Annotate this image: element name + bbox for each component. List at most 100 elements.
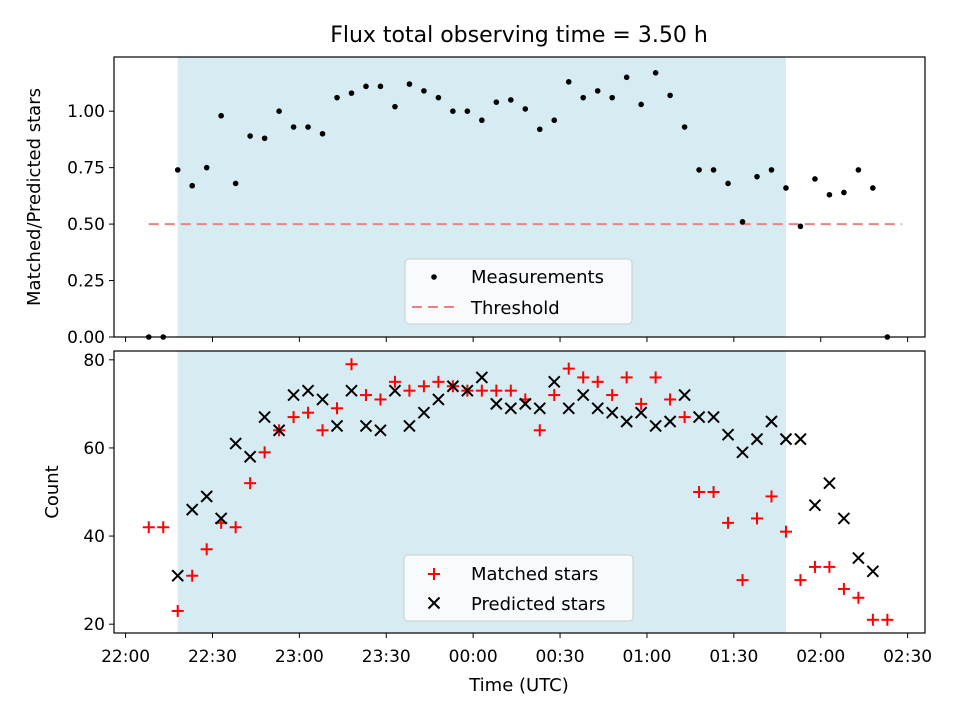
ratio-panel: 0.00 0.25 0.50 0.75 1.00 Matched/Predicted s… xyxy=(24,56,926,348)
y-tick-label: 20 xyxy=(83,615,105,635)
x-tick-label: 01:30 xyxy=(709,647,758,667)
predicted-star-point xyxy=(229,437,242,450)
chart-title: Flux total observing time = 3.50 h xyxy=(330,23,708,48)
y-axis-label-bottom: Count xyxy=(42,465,63,518)
measurement-point xyxy=(812,176,818,182)
predicted-star-point xyxy=(330,419,344,433)
measurement-point xyxy=(290,124,297,130)
matched-star-point xyxy=(664,393,677,406)
predicted-star-point xyxy=(432,393,445,406)
predicted-star-point xyxy=(533,402,546,415)
measurement-point xyxy=(203,164,210,171)
matched-star-point xyxy=(374,393,387,406)
matched-star-point xyxy=(635,397,648,410)
measurement-point xyxy=(522,106,529,112)
matched-star-point xyxy=(504,384,517,397)
legend-marker-predicted xyxy=(427,596,441,610)
predicted-star-point xyxy=(634,406,648,419)
predicted-star-point xyxy=(258,410,271,424)
predicted-star-point xyxy=(171,569,184,582)
predicted-star-point xyxy=(185,503,199,516)
matched-star-point xyxy=(852,591,865,604)
measurement-point xyxy=(710,167,717,173)
predicted-star-point xyxy=(750,432,764,446)
measurement-point xyxy=(783,185,789,191)
legend-x-glyph xyxy=(427,596,441,610)
legend-label-predicted: Predicted stars xyxy=(471,594,605,615)
matched-star-point xyxy=(403,384,416,397)
predicted-star-point xyxy=(287,388,300,402)
predicted-star-point xyxy=(243,450,257,463)
predicted-star-point xyxy=(374,424,387,437)
y-axis-ticks-top: 0.00 0.25 0.50 0.75 1.00 xyxy=(67,102,114,348)
predicted-star-point xyxy=(562,402,575,415)
y-tick-label: 1.00 xyxy=(67,102,105,122)
y-tick-label: 60 xyxy=(83,439,105,459)
predicted-star-point xyxy=(519,397,532,411)
measurement-point xyxy=(826,191,833,198)
measurement-point xyxy=(551,117,558,124)
measurement-point xyxy=(768,167,775,173)
measurement-point xyxy=(493,99,500,105)
predicted-star-point xyxy=(200,490,213,503)
matched-star-point xyxy=(388,375,401,388)
measurement-point xyxy=(580,94,587,101)
predicted-star-point xyxy=(345,384,358,397)
legend-box xyxy=(403,554,634,622)
matched-star-point xyxy=(606,389,619,402)
predicted-star-point xyxy=(214,512,228,525)
predicted-star-point xyxy=(678,388,691,402)
matched-star-point xyxy=(331,402,344,415)
predicted-star-point xyxy=(707,410,720,424)
matched-star-point xyxy=(142,521,155,534)
x-tick-label: 23:30 xyxy=(362,647,411,667)
predicted-star-point xyxy=(403,419,416,433)
y-tick-label: 40 xyxy=(83,527,105,547)
measurement-point xyxy=(565,79,572,85)
y-axis-label-top: Matched/Predicted stars xyxy=(24,88,45,306)
matched-star-point xyxy=(736,574,749,587)
y-tick-label: 0.25 xyxy=(67,272,105,292)
x-tick-label: 02:30 xyxy=(883,647,932,667)
measurement-point xyxy=(450,108,456,114)
measurement-point xyxy=(464,108,471,114)
measurement-point xyxy=(363,83,369,90)
predicted-star-point xyxy=(272,424,286,437)
predicted-star-point xyxy=(852,551,865,565)
axes-frame-top xyxy=(113,56,926,338)
matched-star-point xyxy=(751,512,764,525)
legend-label-matched: Matched stars xyxy=(471,564,598,585)
matched-star-point xyxy=(794,574,807,587)
predicted-star-point xyxy=(649,419,662,433)
matched-star-point xyxy=(417,380,430,393)
x-tick-label: 00:30 xyxy=(536,647,585,667)
matched-star-point xyxy=(302,406,315,419)
y-tick-label: 0.00 xyxy=(67,328,105,348)
matched-star-point xyxy=(620,371,633,384)
measurement-point xyxy=(305,124,311,130)
predicted-star-point xyxy=(605,406,619,419)
matched-star-point xyxy=(244,477,257,490)
matched-star-point xyxy=(577,371,590,384)
matched-star-point xyxy=(765,490,778,503)
matched-star-point xyxy=(866,613,879,626)
measurement-point xyxy=(754,173,760,180)
x-axis-ticks-top xyxy=(125,337,909,342)
x-tick-label: 00:00 xyxy=(449,647,498,667)
predicted-star-point xyxy=(316,393,329,406)
measurement-point xyxy=(261,135,268,142)
predicted-star-point xyxy=(808,499,822,512)
matched-star-point xyxy=(678,411,691,424)
predicted-star-point xyxy=(388,384,402,397)
matched-star-point xyxy=(345,358,358,371)
measurement-point xyxy=(377,83,384,90)
axes-frame-bottom xyxy=(113,350,926,634)
measurement-point xyxy=(218,112,224,119)
y-tick-label: 0.75 xyxy=(67,159,105,179)
predicted-star-point xyxy=(663,415,677,428)
matched-star-point xyxy=(707,486,720,498)
measurement-point xyxy=(508,97,514,103)
predicted-star-point xyxy=(721,428,735,441)
measurement-point xyxy=(870,185,876,191)
measurement-point xyxy=(435,94,442,101)
